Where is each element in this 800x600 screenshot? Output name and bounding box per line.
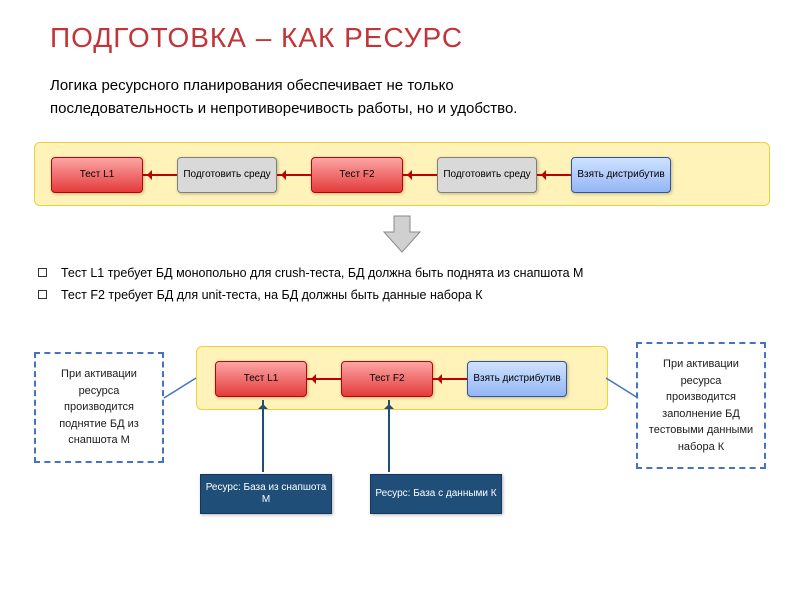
- bullet-list: Тест L1 требует БД монопольно для crush-…: [38, 266, 583, 310]
- arrow-icon: [433, 378, 467, 380]
- node-prepare-env-1: Подготовить среду: [177, 157, 277, 193]
- arrow-icon: [403, 174, 437, 176]
- arrow-up-icon: [388, 400, 390, 472]
- bullet-text: Тест L1 требует БД монопольно для crush-…: [61, 266, 583, 280]
- arrow-icon: [143, 174, 177, 176]
- arrow-icon: [307, 378, 341, 380]
- resource-data-k: Ресурс: База с данными К: [370, 474, 502, 514]
- arrow-icon: [277, 174, 311, 176]
- bullet-text: Тест F2 требует БД для unit-теста, на БД…: [61, 288, 483, 302]
- subtitle-line-2: последовательность и непротиворечивость …: [50, 97, 730, 120]
- bullet-item: Тест F2 требует БД для unit-теста, на БД…: [38, 288, 583, 302]
- down-arrow-icon: [382, 214, 422, 254]
- arrow-icon: [537, 174, 571, 176]
- bullet-item: Тест L1 требует БД монопольно для crush-…: [38, 266, 583, 280]
- top-flow-row: Тест L1 Подготовить среду Тест F2 Подгот…: [51, 157, 671, 193]
- node-take-distrib-b: Взять дистрибутив: [467, 361, 567, 397]
- connector-line-icon: [606, 378, 640, 398]
- note-right: При активации ресурса производится запол…: [636, 342, 766, 469]
- bullet-icon: [38, 290, 47, 299]
- bullet-icon: [38, 268, 47, 277]
- node-test-f2: Тест F2: [311, 157, 403, 193]
- node-test-f2-b: Тест F2: [341, 361, 433, 397]
- bottom-flow-row: Тест L1 Тест F2 Взять дистрибутив: [215, 361, 567, 397]
- resource-snapshot-m: Ресурс: База из снапшота М: [200, 474, 332, 514]
- connector-line-icon: [164, 378, 198, 398]
- node-test-l1-b: Тест L1: [215, 361, 307, 397]
- slide-title: ПОДГОТОВКА – КАК РЕСУРС: [50, 22, 463, 54]
- top-flow-container: Тест L1 Подготовить среду Тест F2 Подгот…: [34, 142, 770, 206]
- node-test-l1: Тест L1: [51, 157, 143, 193]
- node-take-distrib: Взять дистрибутив: [571, 157, 671, 193]
- arrow-up-icon: [262, 400, 264, 472]
- node-prepare-env-2: Подготовить среду: [437, 157, 537, 193]
- slide-subtitle: Логика ресурсного планирования обеспечив…: [50, 74, 730, 121]
- note-left: При активации ресурса производится подня…: [34, 352, 164, 463]
- subtitle-line-1: Логика ресурсного планирования обеспечив…: [50, 74, 730, 97]
